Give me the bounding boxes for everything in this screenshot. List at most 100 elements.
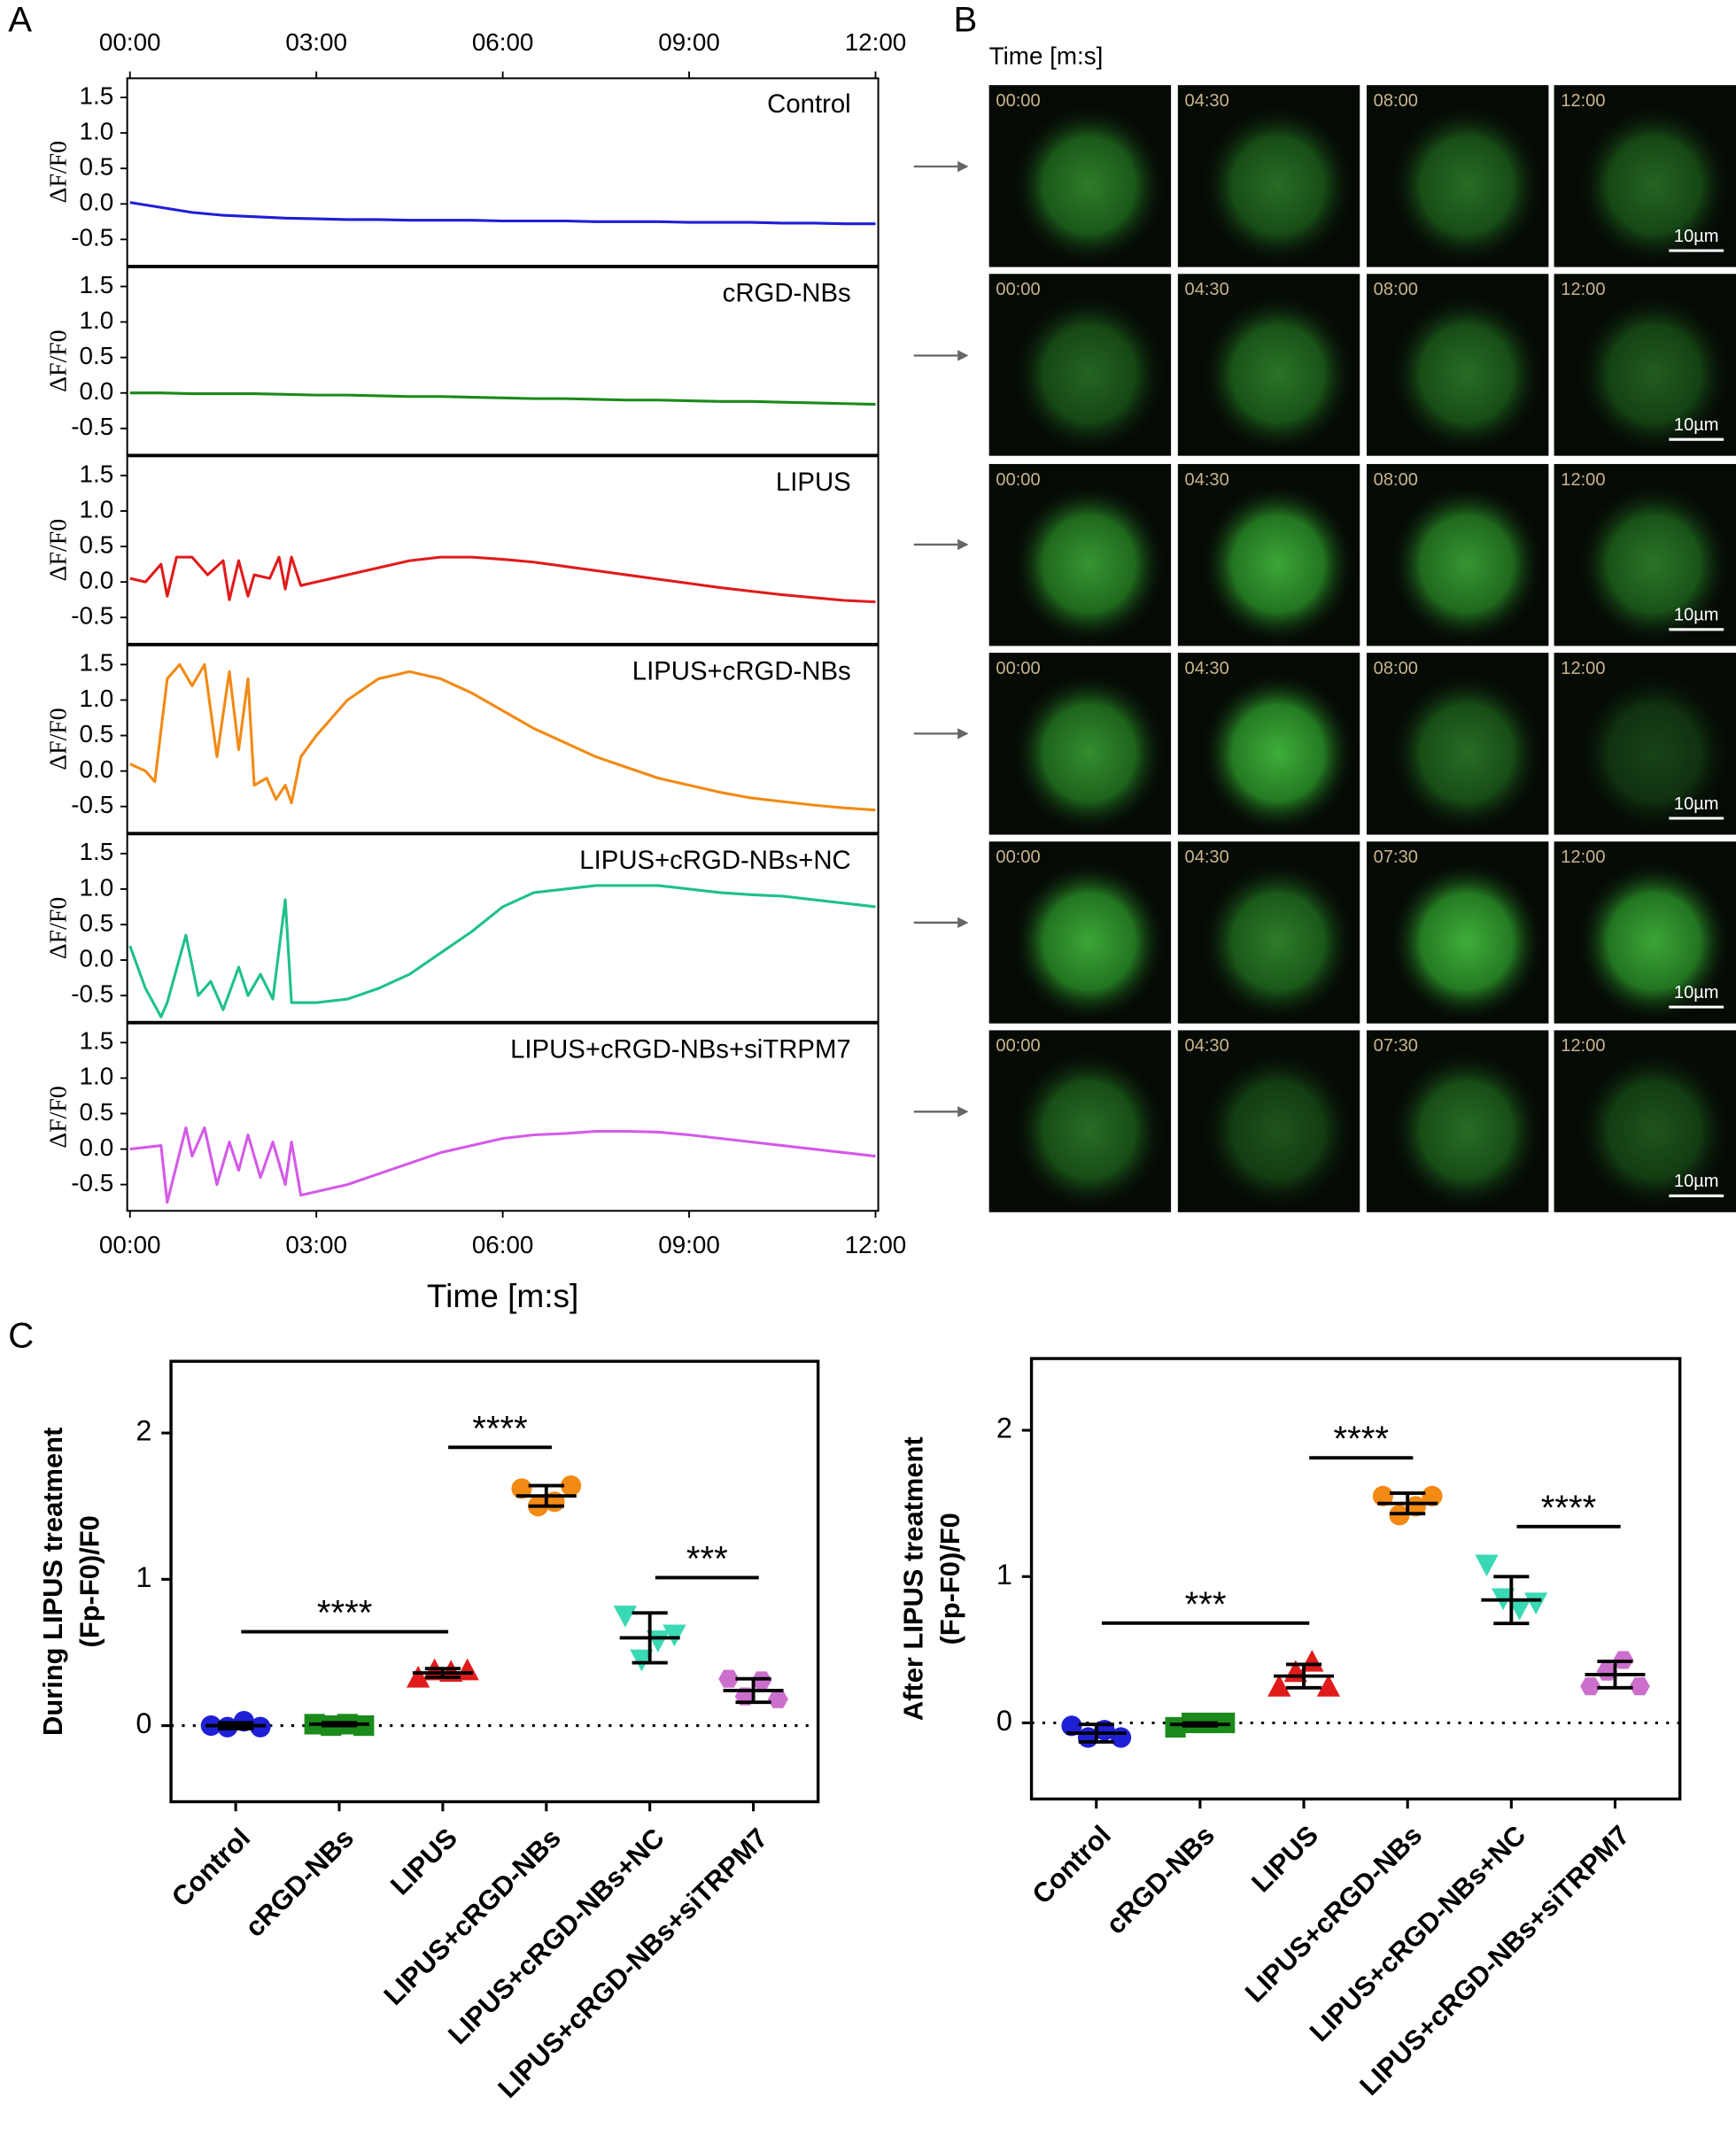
data-point — [1422, 1485, 1443, 1506]
series-label: LIPUS — [776, 468, 851, 497]
y-tick-label: 1.5 — [80, 81, 114, 109]
plot-frame — [1029, 1357, 1682, 1801]
cell-signal — [1577, 293, 1731, 454]
y-tick-label: 0.5 — [80, 530, 114, 558]
y-tick-label: 2 — [136, 1415, 151, 1447]
error-bar — [1493, 1575, 1530, 1626]
timestamp: 04:30 — [1185, 848, 1229, 867]
error-bar — [528, 1483, 564, 1508]
cell-signal — [1201, 104, 1355, 266]
data-point — [1405, 1496, 1427, 1517]
cell-signal — [1012, 861, 1166, 1022]
y-axis-label: ΔF/F0 — [44, 1086, 72, 1148]
timestamp: 04:30 — [1185, 280, 1229, 299]
y-tick-label: -0.5 — [71, 1169, 113, 1196]
cell-signal — [1012, 484, 1166, 645]
x-tick-label: LIPUS+cRGD-NBs — [1239, 1819, 1428, 2008]
cell-signal — [1577, 1049, 1731, 1211]
significance-label: *** — [1185, 1584, 1227, 1624]
cell-signal — [1201, 484, 1355, 645]
data-line — [129, 391, 876, 406]
y-tick-label: -0.5 — [71, 602, 113, 630]
timestamp: 00:00 — [996, 1036, 1040, 1056]
data-point — [630, 1649, 654, 1672]
timestamp: 07:30 — [1374, 848, 1418, 867]
series-label: LIPUS+cRGD-NBs+NC — [579, 846, 850, 875]
data-point — [511, 1478, 532, 1499]
data-point — [1475, 1554, 1499, 1577]
data-point — [1165, 1716, 1186, 1738]
x-tick-label: LIPUS+cRGD-NBs+NC — [1304, 1819, 1532, 2047]
y-tick-label: 0.0 — [80, 944, 114, 971]
cell-signal — [1201, 672, 1355, 833]
timestamp: 04:30 — [1185, 470, 1229, 490]
y-tick-label: 1.0 — [80, 685, 114, 712]
cell-signal — [1201, 861, 1355, 1022]
y-tick-label: 1 — [136, 1561, 151, 1593]
data-point — [1507, 1598, 1531, 1621]
timestamp: 12:00 — [1561, 91, 1605, 111]
error-bar — [1597, 1660, 1633, 1690]
x-tick-label: 00:00 — [99, 1231, 161, 1258]
scale-bar-label: 10µm — [1674, 606, 1719, 625]
plot-frame — [126, 455, 880, 645]
x-tick-label: 06:00 — [472, 28, 534, 56]
panel-label: C — [8, 1316, 34, 1356]
cell-signal — [1577, 861, 1731, 1022]
data-point — [1580, 1677, 1601, 1696]
y-tick-label: 0.0 — [80, 189, 114, 216]
timestamp: 00:00 — [996, 659, 1040, 678]
significance-label: *** — [686, 1538, 728, 1578]
y-tick-label: 1.5 — [80, 649, 114, 677]
x-tick-label: 03:00 — [285, 1231, 347, 1258]
data-point — [613, 1606, 638, 1628]
arrow-head — [957, 728, 969, 739]
error-bar — [218, 1721, 254, 1730]
timestamp: 00:00 — [996, 91, 1040, 111]
timestamp: 08:00 — [1374, 91, 1418, 111]
data-point — [1061, 1715, 1082, 1737]
cell-signal — [1390, 861, 1544, 1022]
x-tick-label: 06:00 — [472, 1231, 534, 1258]
plot-frame — [169, 1359, 820, 1804]
error-bar — [1285, 1662, 1322, 1690]
y-tick-label: -0.5 — [71, 980, 113, 1008]
data-point — [1372, 1485, 1393, 1506]
data-point — [1524, 1592, 1548, 1615]
data-point — [718, 1669, 740, 1688]
series-label: cRGD-NBs — [723, 278, 851, 307]
scale-bar-label: 10µm — [1674, 1172, 1719, 1191]
data-point — [663, 1624, 686, 1647]
y-tick-label: 1.5 — [80, 838, 114, 865]
data-point — [1316, 1675, 1340, 1697]
data-point — [767, 1690, 788, 1708]
significance-label: **** — [317, 1593, 373, 1633]
error-bar — [1390, 1491, 1426, 1516]
y-axis-label: (Fp-F0)/F0 — [934, 1513, 965, 1645]
error-bar — [735, 1676, 771, 1705]
x-tick-label: LIPUS — [384, 1823, 463, 1901]
y-tick-label: 1.0 — [80, 306, 114, 334]
y-tick-label: 0.0 — [80, 377, 114, 405]
cell-signal — [1012, 104, 1166, 266]
y-axis-label: ΔF/F0 — [44, 329, 72, 391]
arrow-head — [957, 917, 969, 929]
arrow-head — [957, 538, 969, 551]
y-tick-label: 0.5 — [80, 1098, 114, 1126]
y-tick-label: 0.5 — [80, 342, 114, 369]
y-axis-label: ΔF/F0 — [44, 519, 72, 581]
arrow-head — [957, 1106, 969, 1118]
error-bar — [632, 1611, 668, 1665]
timestamp: 08:00 — [1374, 470, 1418, 490]
timestamp: 12:00 — [1561, 659, 1605, 678]
series-label: LIPUS+cRGD-NBs — [632, 656, 851, 685]
x-tick-label: Control — [1026, 1819, 1116, 1909]
panel-label: B — [954, 0, 978, 40]
cell-signal — [1577, 104, 1731, 266]
scale-bar-label: 10µm — [1674, 415, 1719, 435]
data-line — [128, 884, 876, 1018]
data-point — [1300, 1649, 1324, 1672]
data-point — [1110, 1727, 1132, 1748]
x-tick-label: Control — [166, 1823, 256, 1913]
x-tick-label: LIPUS+cRGD-NBs — [377, 1823, 566, 2011]
